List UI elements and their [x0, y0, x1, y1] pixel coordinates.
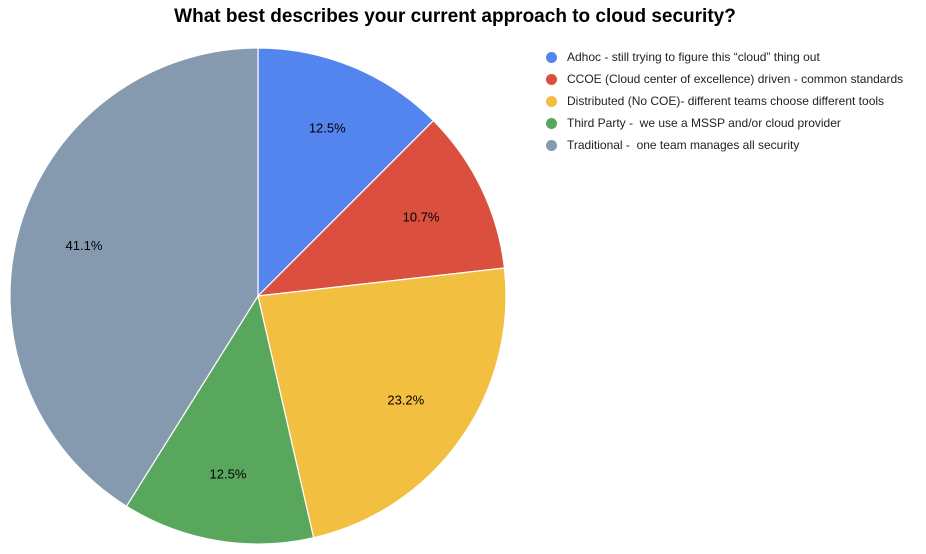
pie-slices [9, 47, 507, 545]
legend-swatch-icon [546, 73, 557, 85]
legend-item-1[interactable]: Adhoc - still trying to figure this “clo… [546, 46, 903, 68]
legend-label: CCOE (Cloud center of excellence) driven… [567, 72, 904, 86]
legend-item-2[interactable]: CCOE (Cloud center of excellence) driven… [546, 68, 903, 90]
pie-slice-label-5: 41.1% [66, 238, 103, 253]
legend-item-3[interactable]: Distributed (No COE)- different teams ch… [546, 90, 903, 112]
legend-swatch-icon [546, 95, 557, 107]
legend-swatch-icon [546, 51, 557, 63]
pie-slice-labels: 12.5% 10.7% 23.2% 12.5% 41.1% [66, 121, 440, 482]
pie-slice-2[interactable] [256, 119, 506, 297]
chart-title: What best describes your current approac… [174, 6, 736, 27]
legend-item-4[interactable]: Third Party - we use a MSSP and/or cloud… [546, 112, 903, 134]
pie-slice-label-2: 10.7% [403, 209, 440, 224]
pie-slice-3[interactable] [257, 267, 507, 539]
legend-label: Traditional - one team manages all secur… [567, 138, 800, 152]
pie-slice-5[interactable] [9, 47, 259, 508]
legend: Adhoc - still trying to figure this “clo… [546, 46, 903, 156]
pie-slice-label-1: 12.5% [309, 121, 346, 136]
legend-label: Distributed (No COE)- different teams ch… [567, 94, 885, 108]
legend-swatch-icon [546, 139, 557, 151]
pie-slice-1[interactable] [257, 47, 435, 298]
legend-item-5[interactable]: Traditional - one team manages all secur… [546, 134, 903, 156]
legend-label: Third Party - we use a MSSP and/or cloud… [567, 116, 841, 130]
pie-slice-label-3: 23.2% [387, 393, 424, 408]
legend-label: Adhoc - still trying to figure this “clo… [567, 50, 820, 64]
legend-swatch-icon [546, 117, 557, 129]
pie-slice-4[interactable] [125, 294, 315, 545]
pie-slice-label-4: 12.5% [210, 467, 247, 482]
